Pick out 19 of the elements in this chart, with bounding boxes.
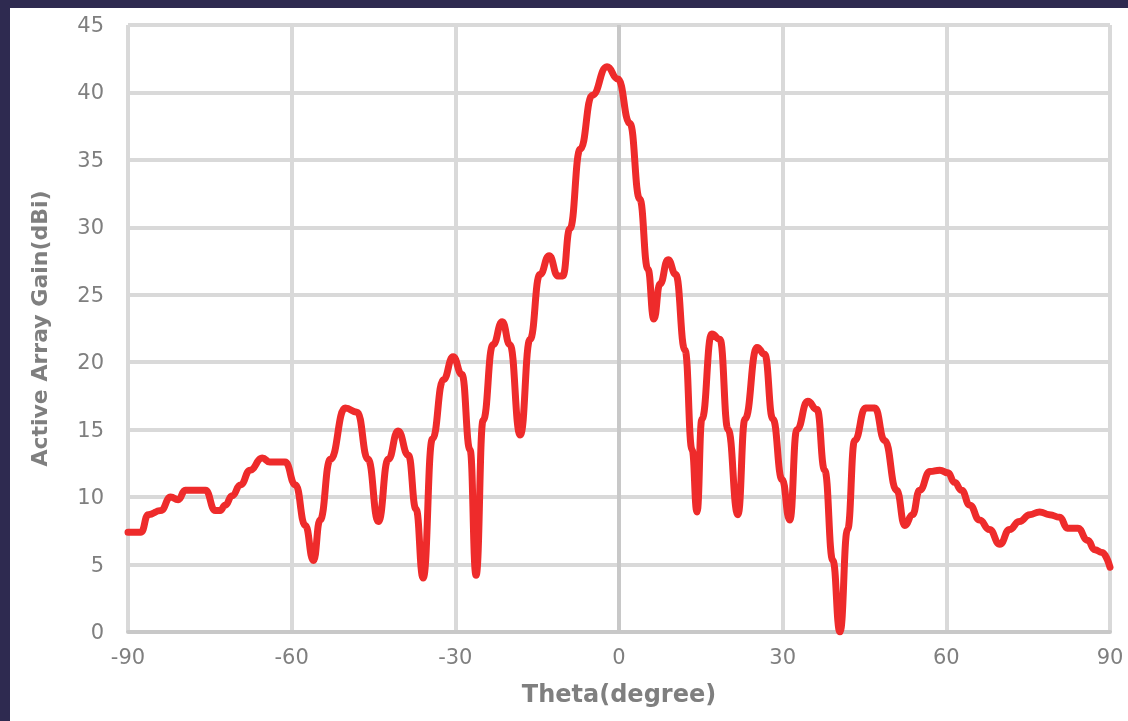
x-axis-title: Theta(degree)	[521, 680, 717, 708]
y-tick-label: 15	[77, 417, 104, 442]
x-tick-label: -30	[438, 644, 473, 669]
x-tick-label: 60	[932, 644, 960, 669]
y-tick-label: 35	[77, 147, 104, 172]
x-tick-label: -90	[110, 644, 146, 669]
y-tick-label: 10	[77, 485, 104, 510]
y-tick-label: 20	[77, 350, 104, 375]
y-tick-label: 30	[77, 215, 104, 240]
y-tick-label: 25	[77, 282, 104, 307]
x-tick-label: 0	[612, 644, 626, 669]
x-tick-label: 90	[1096, 644, 1124, 669]
x-tick-label: 30	[769, 644, 797, 669]
y-tick-label: 40	[77, 80, 104, 105]
y-tick-label: 0	[90, 620, 104, 644]
y-tick-label: 45	[77, 13, 104, 37]
y-axis-title: Active Array Gain(dBi)	[26, 190, 52, 467]
x-tick-label: -60	[274, 644, 309, 669]
y-tick-label: 5	[90, 552, 104, 577]
